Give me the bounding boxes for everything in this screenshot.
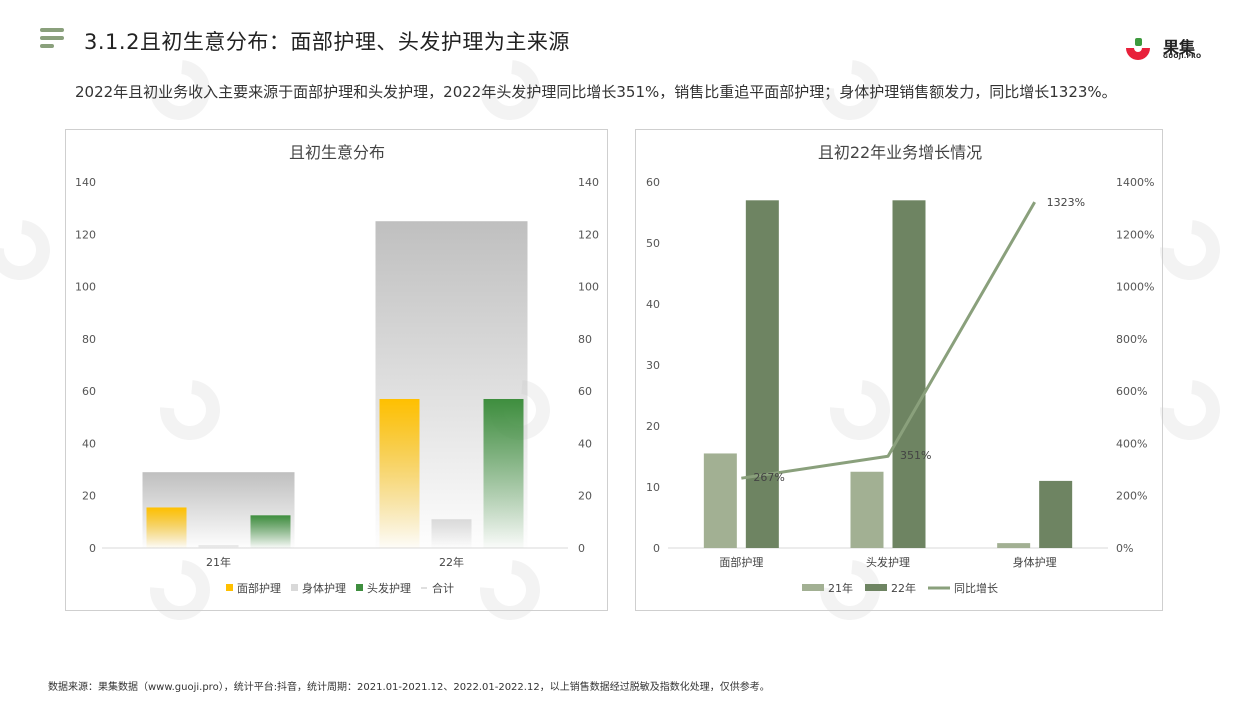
chart-title: 且初22年业务增长情况	[818, 143, 982, 162]
legend-label: 同比增长	[954, 581, 998, 595]
line-growth	[741, 201, 1036, 480]
y2-tick-label: 120	[578, 228, 599, 241]
legend-marker	[865, 584, 887, 591]
chart-panel-growth: 且初22年业务增长情况 0 10 20 30 40 50 60 0% 200% 400% 600% 80…	[635, 129, 1163, 611]
summary-text: 2022年且初业务收入主要来源于面部护理和头发护理，2022年头发护理同比增长3…	[75, 83, 1117, 101]
legend-label: 头发护理	[367, 581, 411, 595]
y2-tick-label: 0%	[1116, 542, 1133, 555]
x-tick-label: 头发护理	[866, 555, 910, 569]
bar-21年	[997, 543, 1031, 548]
brand-subtitle: GUOJI.PRO	[1163, 53, 1202, 60]
y2-tick-label: 1400%	[1116, 176, 1154, 189]
y2-tick-label: 0	[578, 542, 585, 555]
y2-tick-label: 200%	[1116, 490, 1147, 503]
brand-logo-icon	[1126, 38, 1150, 60]
bar-22年	[745, 200, 779, 549]
legend-marker	[356, 584, 363, 591]
y-tick-label: 120	[75, 228, 96, 241]
legend-marker	[226, 584, 233, 591]
y2-tick-label: 1000%	[1116, 281, 1154, 294]
brand-name: 果集	[1163, 38, 1196, 57]
data-label: 1323%	[1047, 196, 1085, 209]
chart-growth: 且初22年业务增长情况01020304050600%200%400%600%80…	[646, 143, 1154, 595]
y2-tick-label: 800%	[1116, 333, 1147, 346]
y2-tick-label: 1200%	[1116, 228, 1154, 241]
bar-头发护理	[250, 515, 291, 548]
x-tick-label: 21年	[206, 555, 231, 569]
y2-tick-label: 60	[578, 385, 592, 398]
y2-tick-label: 600%	[1116, 385, 1147, 398]
y-tick-label: 60	[82, 385, 96, 398]
legend-label: 面部护理	[237, 581, 281, 595]
y-tick-label: 140	[75, 176, 96, 189]
y2-tick-label: 40	[578, 437, 592, 450]
bar-身体护理	[431, 519, 472, 548]
y-tick-label: 10	[646, 481, 660, 494]
legend-label: 身体护理	[302, 581, 346, 595]
legend-label: 22年	[891, 581, 916, 595]
y-tick-label: 100	[75, 281, 96, 294]
y-tick-label: 40	[82, 437, 96, 450]
y2-tick-label: 400%	[1116, 437, 1147, 450]
bar-22年	[1039, 480, 1073, 548]
bar-面部护理	[146, 507, 187, 548]
data-label: 351%	[900, 449, 931, 462]
chart-panel-distribution: 且初生意分布 0 0 20 20 40 40 60 60 80 80 100 100 120 120 140 1…	[65, 129, 608, 611]
y-tick-label: 50	[646, 237, 660, 250]
y2-tick-label: 80	[578, 333, 592, 346]
legend-marker	[802, 584, 824, 591]
legend-label: 21年	[828, 581, 853, 595]
y-tick-label: 40	[646, 298, 660, 311]
y2-tick-label: 20	[578, 490, 592, 503]
y2-tick-label: 100	[578, 281, 599, 294]
chart-distribution: 且初生意分布 0 0 20 20 40 40 60 60 80 80 100 100 120 120 140 1…	[75, 143, 599, 595]
bar-21年	[850, 471, 884, 548]
chart-title: 且初生意分布	[289, 143, 385, 162]
x-tick-label: 22年	[439, 555, 464, 569]
data-label: 267%	[753, 471, 784, 484]
page-title: 3.1.2且初生意分布：面部护理、头发护理为主来源	[84, 30, 570, 54]
bar-身体护理	[198, 545, 239, 548]
legend-marker	[291, 584, 298, 591]
data-source-note: 数据来源：果集数据（www.guoji.pro），统计平台:抖音，统计周期：20…	[48, 682, 770, 693]
bar-面部护理	[379, 398, 420, 548]
bar-头发护理	[483, 398, 524, 548]
watermark-mark	[0, 207, 63, 293]
x-tick-label: 面部护理	[719, 555, 763, 569]
menu-icon	[40, 28, 64, 50]
y2-tick-label: 140	[578, 176, 599, 189]
legend-label: 合计	[432, 581, 454, 595]
bar-21年	[703, 453, 737, 548]
x-tick-label: 身体护理	[1013, 555, 1057, 569]
brand-logo: 果集 GUOJI.PRO	[1123, 32, 1203, 64]
y-tick-label: 0	[89, 542, 96, 555]
y-tick-label: 60	[646, 176, 660, 189]
y-tick-label: 20	[82, 490, 96, 503]
bar-22年	[892, 200, 926, 549]
y-tick-label: 80	[82, 333, 96, 346]
y-tick-label: 20	[646, 420, 660, 433]
y-tick-label: 0	[653, 542, 660, 555]
y-tick-label: 30	[646, 359, 660, 372]
